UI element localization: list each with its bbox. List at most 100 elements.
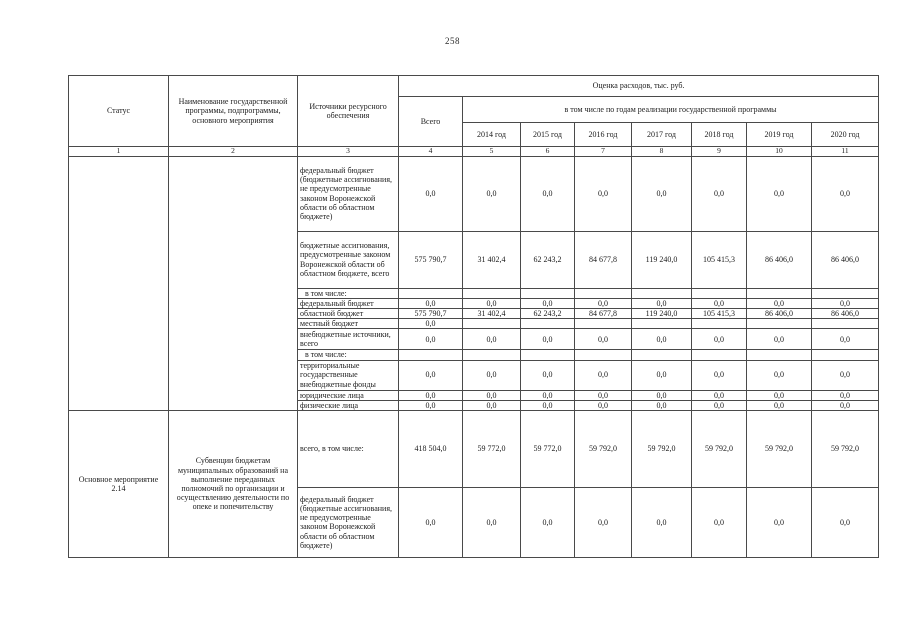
- value-cell: [810, 287, 880, 299]
- value-cell: 0,0: [810, 155, 880, 232]
- value-cell: [746, 349, 812, 361]
- status-cell: Основное мероприятие 2.14: [68, 409, 169, 558]
- table-row: территориальные государственные внебюдже…: [69, 359, 880, 391]
- value-cell: 0,0: [631, 328, 692, 351]
- value-cell: [691, 318, 747, 330]
- column-number-row: 1 2 3 4 5 6 7 8 9 10 11: [68, 146, 880, 157]
- header-year: 2019 год: [746, 122, 812, 147]
- source-label-cell: местный бюджет: [297, 318, 399, 330]
- value-cell: 0,0: [398, 318, 463, 330]
- column-number: 7: [574, 146, 632, 157]
- table-row: федеральный бюджет (бюджетные ассигнован…: [68, 155, 880, 411]
- header-year: 2020 год: [810, 122, 880, 147]
- value-cell: 0,0: [398, 389, 463, 401]
- value-cell: 0,0: [462, 155, 521, 232]
- value-cell: 0,0: [810, 297, 880, 310]
- value-cell: 119 240,0: [631, 230, 692, 289]
- column-number: 1: [68, 146, 169, 157]
- source-label-cell: внебюджетные источники, всего: [297, 328, 399, 351]
- value-cell: 0,0: [631, 297, 692, 310]
- source-label-cell: бюджетные ассигнования, предусмотренные …: [297, 230, 399, 289]
- value-cell: 0,0: [746, 155, 812, 232]
- value-cell: 0,0: [631, 359, 692, 391]
- value-cell: 0,0: [398, 328, 463, 351]
- value-cell: 0,0: [462, 486, 521, 558]
- value-cell: [810, 318, 880, 330]
- value-cell: 0,0: [691, 486, 747, 558]
- header-resource-source: Источники ресурсного обеспечения: [297, 75, 399, 147]
- column-number: 5: [462, 146, 521, 157]
- header-total: Всего: [398, 96, 463, 147]
- value-cell: 0,0: [520, 328, 575, 351]
- value-cell: 0,0: [462, 359, 521, 391]
- value-cell: 0,0: [520, 486, 575, 558]
- value-cell: [574, 287, 632, 299]
- value-cell: [631, 349, 692, 361]
- value-cell: 86 406,0: [810, 230, 880, 289]
- value-cell: 84 677,8: [574, 307, 632, 320]
- value-cell: [746, 287, 812, 299]
- value-cell: 0,0: [746, 389, 812, 401]
- value-cell: [631, 318, 692, 330]
- value-cell: 575 790,7: [398, 230, 463, 289]
- header-year: 2018 год: [691, 122, 747, 147]
- table-row: федеральный бюджет 0,0 0,0 0,0 0,0 0,0 0,0 0,0 0…: [69, 297, 880, 310]
- value-cell: 0,0: [398, 486, 463, 558]
- value-cell: 0,0: [520, 359, 575, 391]
- value-cell: 575 790,7: [398, 307, 463, 320]
- source-label-cell: федеральный бюджет (бюджетные ассигнован…: [297, 486, 399, 558]
- value-cell: [462, 287, 521, 299]
- value-cell: 0,0: [574, 328, 632, 351]
- value-cell: 0,0: [746, 399, 812, 411]
- value-cell: 0,0: [691, 359, 747, 391]
- value-cell: 0,0: [398, 155, 463, 232]
- value-cell: 0,0: [520, 155, 575, 232]
- value-cell: 0,0: [462, 297, 521, 310]
- value-cell: 62 243,2: [520, 230, 575, 289]
- source-label-cell: территориальные государственные внебюдже…: [297, 359, 399, 391]
- value-cell: 59 772,0: [462, 409, 521, 488]
- value-cell: 59 792,0: [574, 409, 632, 488]
- value-cell: 0,0: [574, 389, 632, 401]
- value-cell: [691, 287, 747, 299]
- source-label-cell: физические лица: [297, 399, 399, 411]
- value-cell: [746, 318, 812, 330]
- table-row: Основное мероприятие 2.14 Субвенции бюдже…: [68, 409, 880, 558]
- value-cell: 0,0: [398, 359, 463, 391]
- table-row: физические лица 0,0 0,0 0,0 0,0 0,0 0,0 0,0 0,0: [69, 399, 880, 411]
- table-row: федеральный бюджет (бюджетные ассигнован…: [69, 486, 880, 558]
- value-cell: [691, 349, 747, 361]
- table-row: бюджетные ассигнования, предусмотренные …: [69, 230, 880, 289]
- value-cell: 59 792,0: [810, 409, 880, 488]
- value-cell: 86 406,0: [810, 307, 880, 320]
- value-cell: 0,0: [462, 389, 521, 401]
- value-cell: 0,0: [746, 297, 812, 310]
- value-cell: [520, 318, 575, 330]
- column-number: 9: [691, 146, 747, 157]
- value-cell: 0,0: [691, 155, 747, 232]
- budget-expenses-table: Статус Наименование государственной прог…: [68, 75, 880, 558]
- value-cell: [398, 287, 463, 299]
- program-name-cell: Субвенции бюджетам муниципальных образов…: [168, 409, 298, 558]
- value-cell: 0,0: [574, 359, 632, 391]
- header-year: 2017 год: [631, 122, 692, 147]
- value-cell: 59 772,0: [520, 409, 575, 488]
- source-label-cell: в том числе:: [297, 349, 399, 361]
- column-number: 6: [520, 146, 575, 157]
- column-number: 4: [398, 146, 463, 157]
- status-cell: [68, 155, 169, 411]
- table-row: местный бюджет 0,0: [69, 318, 880, 330]
- value-cell: 0,0: [691, 389, 747, 401]
- value-cell: 59 792,0: [691, 409, 747, 488]
- value-cell: [810, 349, 880, 361]
- header-years-group: в том числе по годам реализации государс…: [461, 96, 880, 123]
- value-cell: 0,0: [574, 399, 632, 411]
- source-label-cell: федеральный бюджет (бюджетные ассигнован…: [297, 155, 399, 232]
- value-cell: 0,0: [574, 155, 632, 232]
- column-number: 3: [297, 146, 399, 157]
- value-cell: 0,0: [691, 399, 747, 411]
- value-cell: 59 792,0: [631, 409, 692, 488]
- value-cell: 0,0: [691, 328, 747, 351]
- value-cell: 0,0: [810, 399, 880, 411]
